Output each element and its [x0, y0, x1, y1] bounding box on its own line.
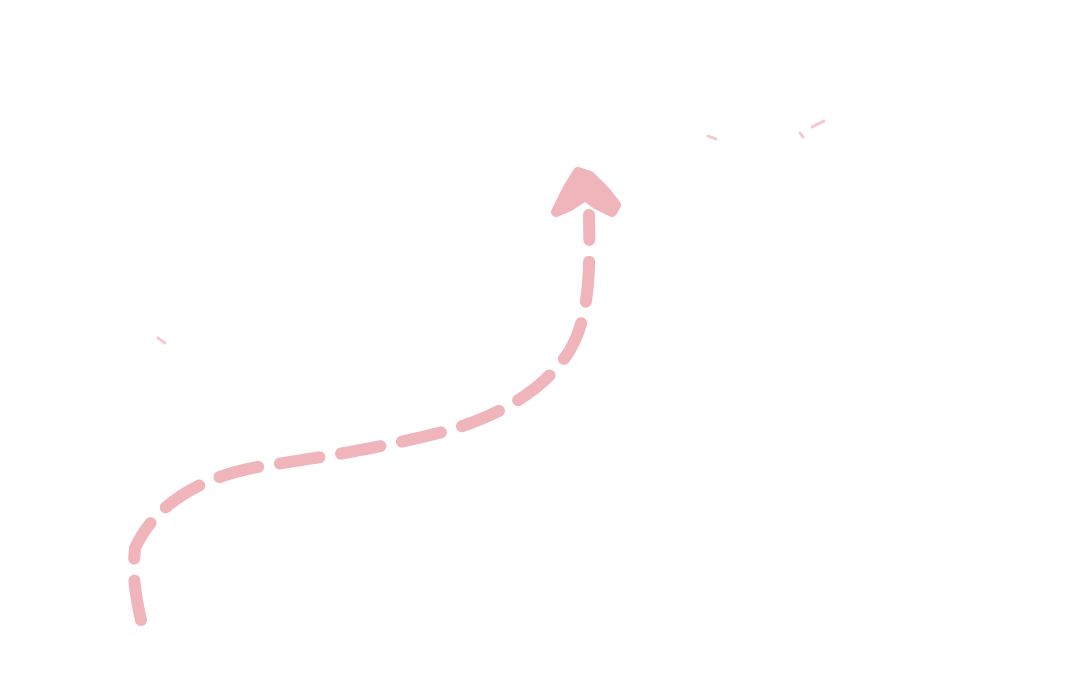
stroke-fragment	[156, 119, 826, 345]
arrowhead	[551, 167, 621, 217]
dashed-arrow-shaft	[127, 209, 596, 626]
